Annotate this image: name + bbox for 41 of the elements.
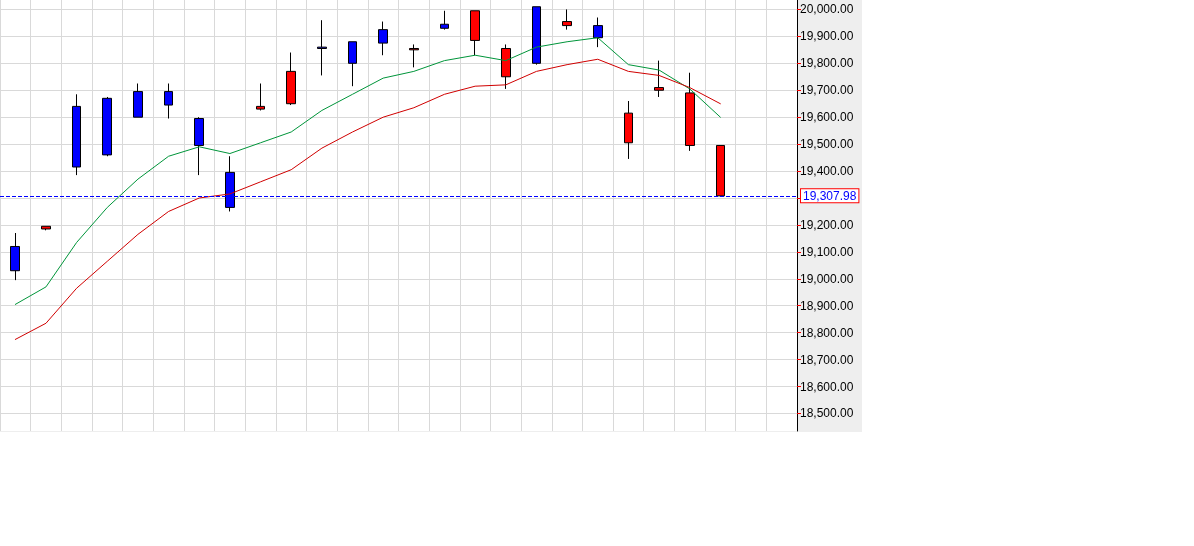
candlestick: [624, 100, 633, 160]
line-series: [14, 58, 721, 340]
candlestick: [10, 232, 20, 281]
y-tick-label: 19,100.00: [800, 244, 854, 259]
candlestick: [716, 144, 725, 197]
candlestick: [348, 41, 357, 87]
candlestick: [409, 43, 419, 68]
candlestick: [378, 21, 388, 56]
candlestick: [440, 10, 449, 31]
y-tick-label: 19,200.00: [800, 217, 854, 232]
y-tick-label: 19,900.00: [800, 29, 854, 44]
candlestick: [286, 52, 296, 106]
candlestick: [164, 83, 173, 120]
candlestick: [102, 96, 112, 157]
candlestick: [133, 83, 143, 118]
candlestick: [532, 6, 541, 66]
ref-line-label: 19,307.98: [803, 188, 857, 203]
y-tick-label: 19,800.00: [800, 56, 854, 71]
candlestick: [501, 43, 511, 90]
y-tick-label: 19,400.00: [800, 164, 854, 179]
y-tick-label: 18,500.00: [800, 406, 854, 421]
candlestick: [72, 93, 81, 176]
candlestick: [194, 116, 204, 176]
candlestick: [317, 19, 327, 76]
y-tick-label: 18,800.00: [800, 325, 854, 340]
y-tick-label: 19,700.00: [800, 83, 854, 98]
candlestick: [593, 17, 603, 48]
candlestick: [470, 10, 480, 56]
y-tick-label: 18,600.00: [800, 379, 854, 394]
candlestick: [256, 83, 265, 111]
y-tick-label: 18,700.00: [800, 352, 854, 367]
candlestick: [654, 60, 664, 98]
y-tick-label: 19,000.00: [800, 271, 854, 286]
y-tick-label: 19,500.00: [800, 137, 854, 152]
candlestick: [685, 72, 695, 152]
y-tick-label: 18,900.00: [800, 298, 854, 313]
y-tick-label: 19,600.00: [800, 110, 854, 125]
candlestick: [41, 225, 51, 231]
candlestick: [562, 8, 572, 31]
line-series: [14, 37, 721, 305]
y-tick-label: 20,000.00: [800, 2, 854, 17]
